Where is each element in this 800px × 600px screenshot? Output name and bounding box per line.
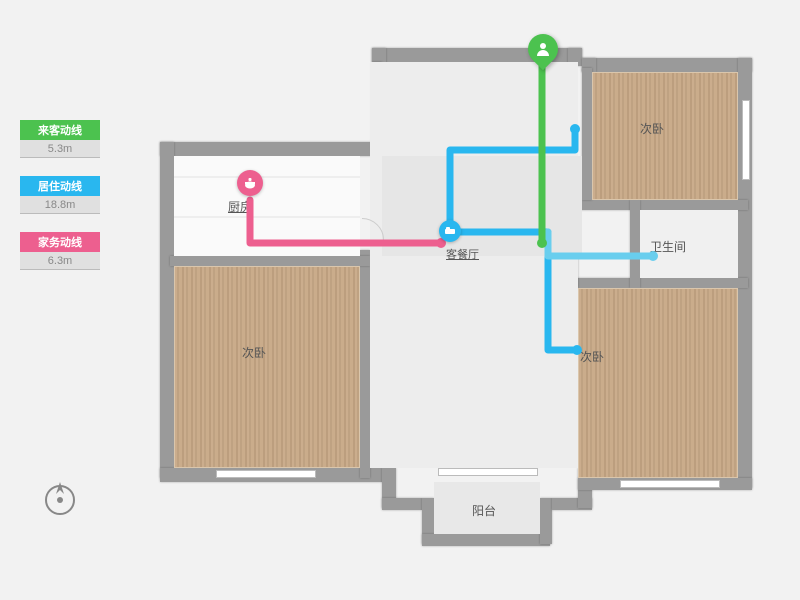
label-br-br: 次卧 — [580, 348, 604, 365]
legend-item-guest: 来客动线 5.3m — [20, 120, 100, 158]
window-br — [620, 480, 720, 488]
floor-br-bl — [174, 266, 360, 468]
living-marker-icon — [439, 220, 461, 242]
window-bl — [216, 470, 316, 478]
floor-br-top — [592, 72, 738, 200]
label-balcony: 阳台 — [472, 502, 496, 519]
floor-br-br — [578, 288, 738, 478]
label-kitchen: 厨房 — [228, 198, 252, 215]
label-br-bl: 次卧 — [242, 344, 266, 361]
kitchen-marker-icon — [237, 170, 263, 196]
endpoint-blue-3 — [648, 251, 658, 261]
legend-color-housework: 家务动线 — [20, 232, 100, 252]
legend: 来客动线 5.3m 居住动线 18.8m 家务动线 6.3m — [20, 120, 100, 288]
window-mid — [438, 468, 538, 476]
endpoint-blue-1 — [570, 124, 580, 134]
compass-icon — [40, 480, 80, 520]
legend-value-guest: 5.3m — [20, 140, 100, 158]
floor-kitchen — [174, 156, 360, 256]
label-living: 客餐厅 — [446, 246, 479, 262]
legend-item-living: 居住动线 18.8m — [20, 176, 100, 214]
legend-color-living: 居住动线 — [20, 176, 100, 196]
floor-living — [370, 62, 578, 468]
endpoint-blue-2 — [572, 345, 582, 355]
floor-plan: 厨房 次卧 次卧 次卧 客餐厅 卫生间 阳台 — [160, 30, 760, 550]
window-right — [742, 100, 750, 180]
legend-color-guest: 来客动线 — [20, 120, 100, 140]
legend-value-living: 18.8m — [20, 196, 100, 214]
endpoint-green — [537, 238, 547, 248]
label-br-top: 次卧 — [640, 120, 664, 137]
legend-value-housework: 6.3m — [20, 252, 100, 270]
floor-hall — [382, 156, 582, 256]
legend-item-housework: 家务动线 6.3m — [20, 232, 100, 270]
